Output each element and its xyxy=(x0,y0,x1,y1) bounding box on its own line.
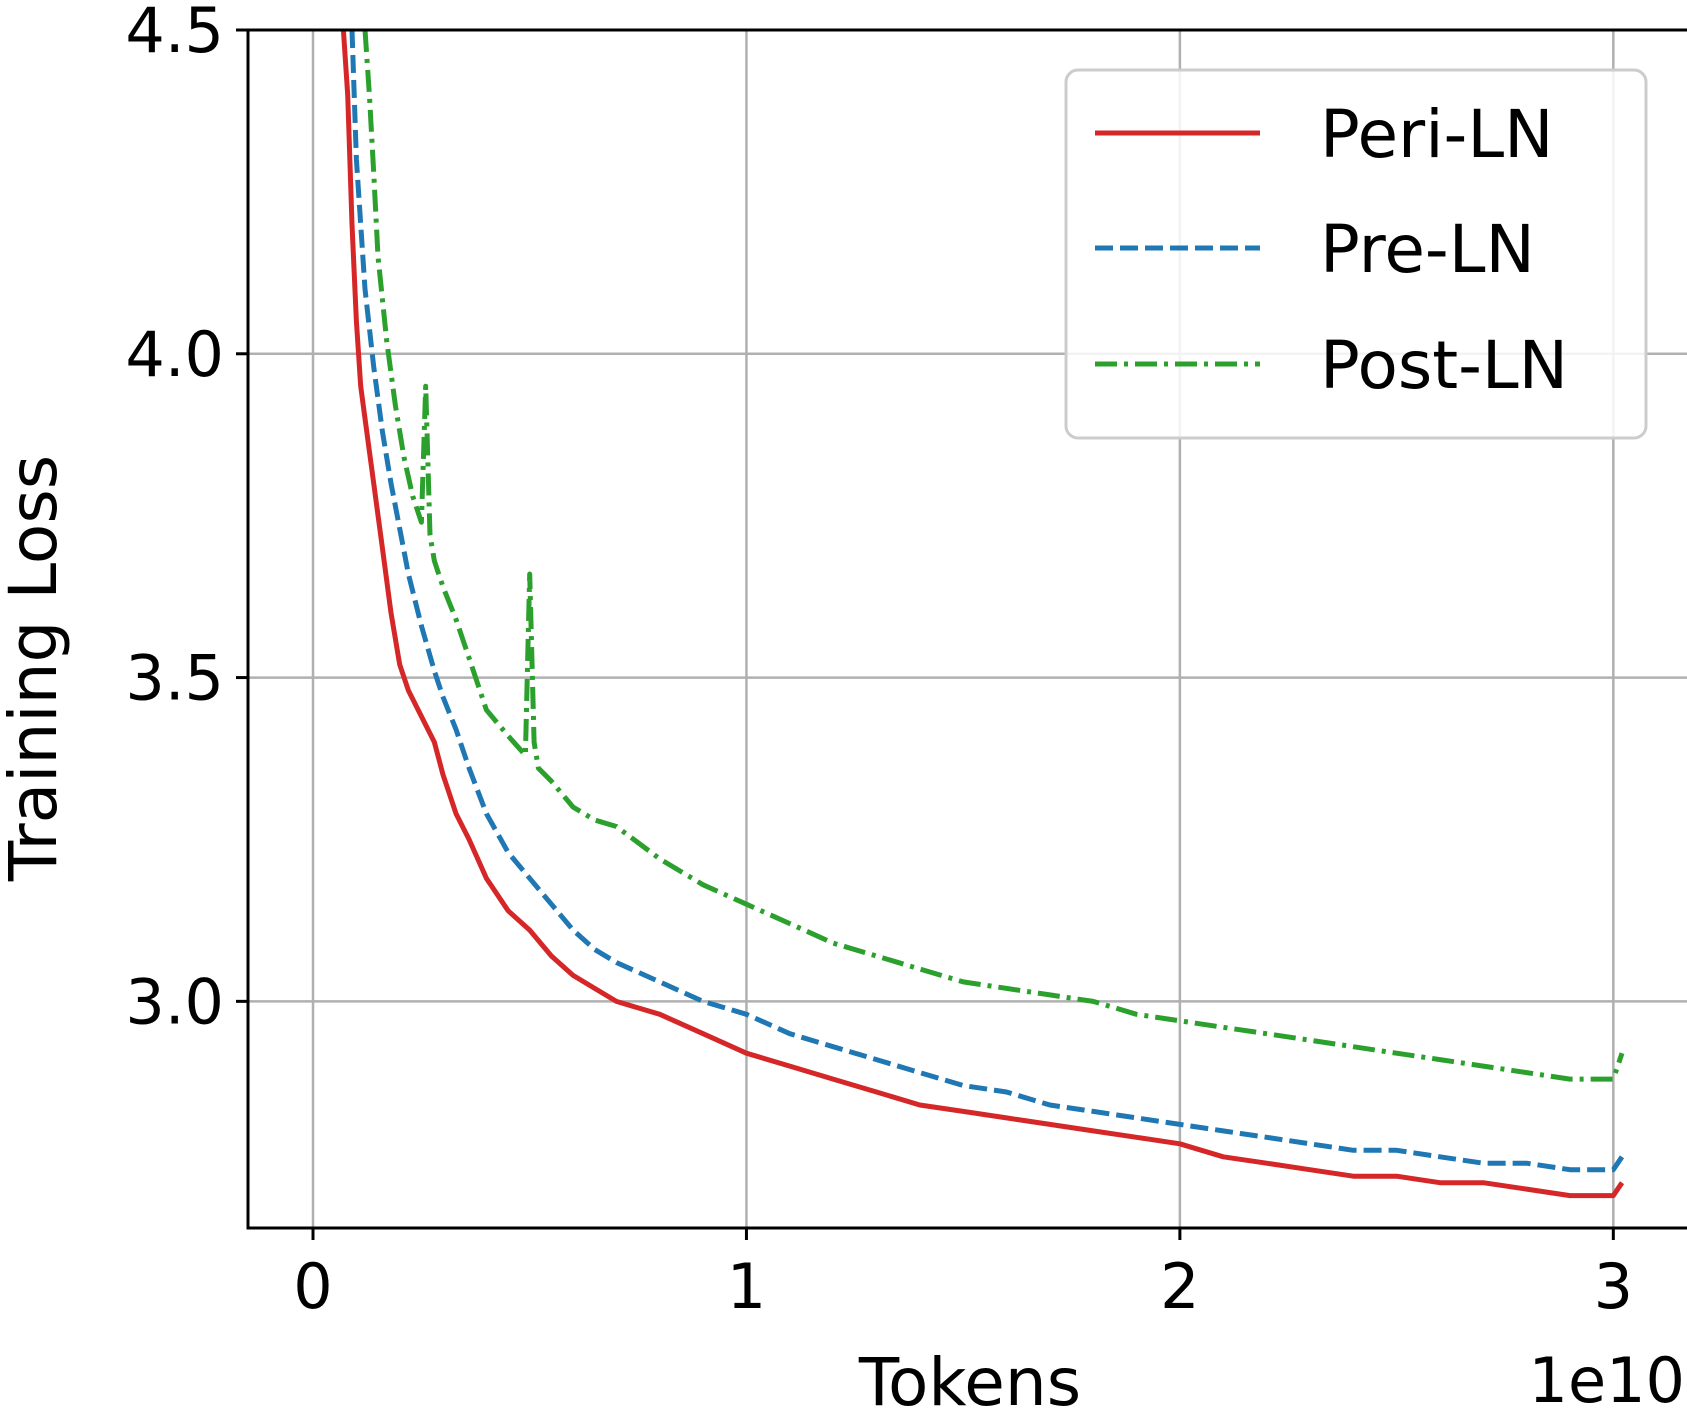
series-line-pre-ln xyxy=(349,30,1625,1173)
y-tick-label: 4.5 xyxy=(125,0,224,67)
y-tick-label: 3.5 xyxy=(125,642,224,715)
plot-frame xyxy=(246,28,1687,1230)
legend-label-post-ln: Post-LN xyxy=(1320,327,1568,404)
x-tick-label: 1 xyxy=(727,1250,766,1323)
x-tick-label: 0 xyxy=(293,1250,332,1323)
legend: Peri-LN Pre-LN Post-LN xyxy=(1064,68,1648,440)
y-tick-label: 4.0 xyxy=(125,318,224,391)
x-offset-label: 1e10 xyxy=(1529,1344,1685,1417)
legend-box xyxy=(1064,68,1648,440)
axes-layer: 0 1 2 3 3.0 3.5 4.0 4.5 xyxy=(125,0,1687,1323)
x-tick-label: 3 xyxy=(1594,1250,1633,1323)
y-axis-label: Training Loss xyxy=(0,455,72,882)
y-tick-label: 3.0 xyxy=(125,965,224,1038)
x-axis-label: Tokens xyxy=(858,1344,1081,1421)
x-tick-label: 2 xyxy=(1160,1250,1199,1323)
series-line-peri-ln xyxy=(340,30,1625,1199)
legend-label-pre-ln: Pre-LN xyxy=(1320,211,1535,288)
legend-label-peri-ln: Peri-LN xyxy=(1320,96,1553,173)
series-line-post-ln xyxy=(362,30,1625,1082)
series-layer xyxy=(340,30,1625,1199)
